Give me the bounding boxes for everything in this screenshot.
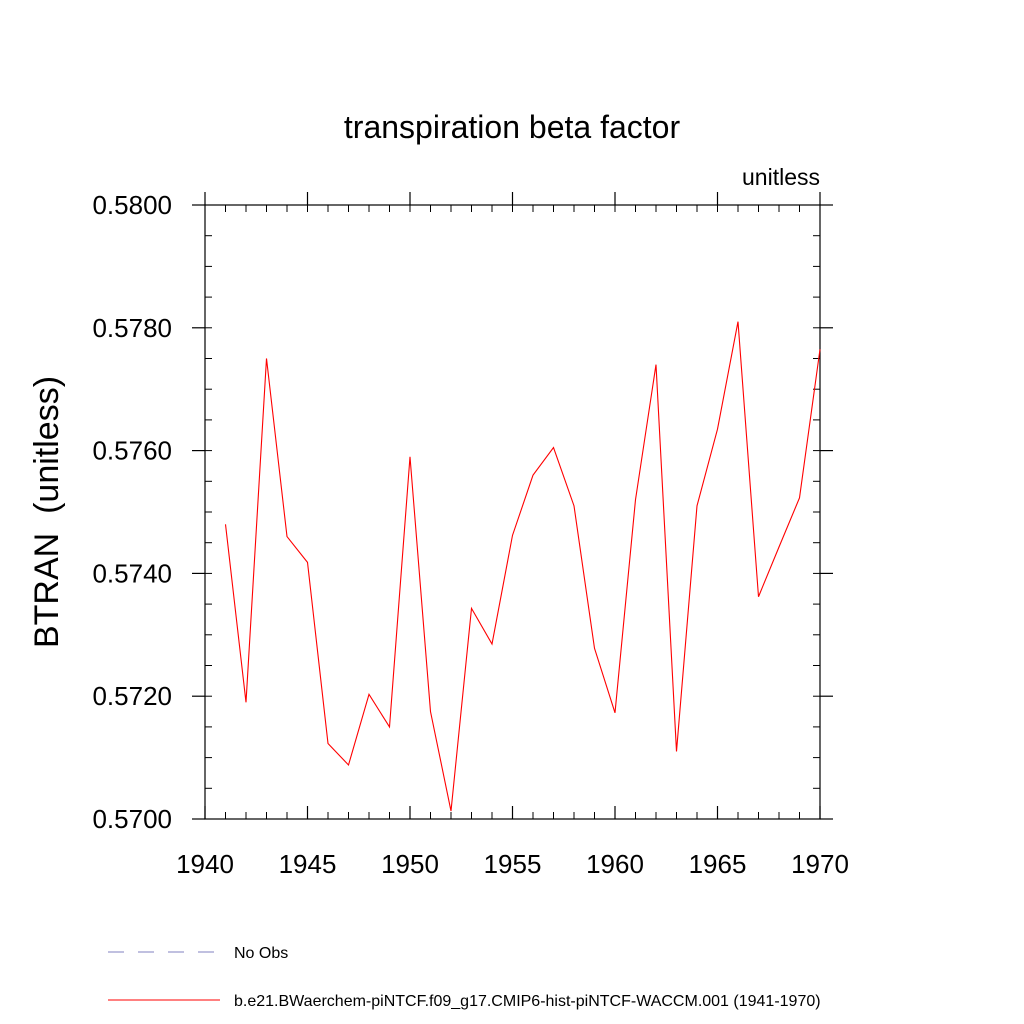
chart-title: transpiration beta factor xyxy=(344,109,681,145)
x-tick-label: 1950 xyxy=(381,849,439,879)
y-tick-label: 0.5780 xyxy=(92,313,172,343)
y-tick-label: 0.5720 xyxy=(92,681,172,711)
legend-label: b.e21.BWaerchem-piNTCF.f09_g17.CMIP6-his… xyxy=(234,993,821,1010)
y-tick-label: 0.5800 xyxy=(92,190,172,220)
units-label: unitless xyxy=(742,164,820,190)
y-tick-label: 0.5760 xyxy=(92,436,172,466)
series-line xyxy=(224,321,821,812)
x-tick-label: 1960 xyxy=(586,849,644,879)
x-tick-label: 1940 xyxy=(176,849,234,879)
series-layer xyxy=(224,321,821,812)
x-tick-label: 1970 xyxy=(791,849,849,879)
legend: No Obs b.e21.BWaerchem-piNTCF.f09_g17.CMI… xyxy=(108,945,821,1010)
y-tick-label: 0.5700 xyxy=(92,804,172,834)
y-axis-label: BTRAN (unitless) xyxy=(28,376,66,648)
legend-label: No Obs xyxy=(234,945,288,962)
x-tick-label: 1965 xyxy=(689,849,747,879)
axis-tick-labels: 1940 1945 1950 1955 1960 1965 1970 0.5700 0.5720… xyxy=(92,190,848,879)
axis-ticks xyxy=(192,192,833,820)
y-tick-label: 0.5740 xyxy=(92,558,172,588)
x-tick-label: 1945 xyxy=(279,849,337,879)
plot-frame xyxy=(204,204,821,820)
x-tick-label: 1955 xyxy=(484,849,542,879)
